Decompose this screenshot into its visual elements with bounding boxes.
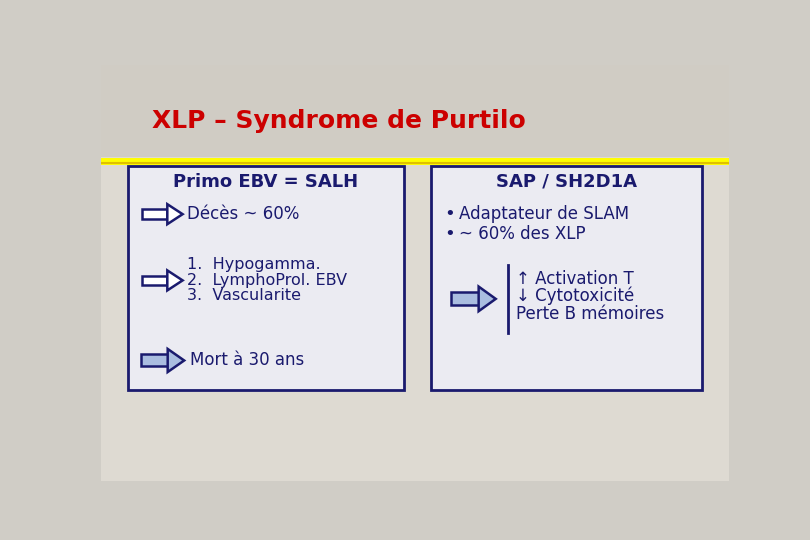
FancyBboxPatch shape: [143, 275, 168, 285]
Text: 2.  LymphoProl. EBV: 2. LymphoProl. EBV: [187, 273, 347, 288]
FancyBboxPatch shape: [101, 65, 729, 481]
FancyBboxPatch shape: [143, 210, 168, 219]
Text: SAP / SH2D1A: SAP / SH2D1A: [496, 173, 637, 191]
Text: Perte B mémoires: Perte B mémoires: [516, 305, 664, 323]
Text: Primo EBV = SALH: Primo EBV = SALH: [173, 173, 359, 191]
Text: ↑ Activation T: ↑ Activation T: [516, 270, 633, 288]
Polygon shape: [168, 349, 184, 372]
FancyBboxPatch shape: [431, 166, 702, 390]
Text: ↓ Cytotoxicité: ↓ Cytotoxicité: [516, 287, 634, 305]
Text: •: •: [445, 225, 455, 243]
Text: Adaptateur de SLAM: Adaptateur de SLAM: [458, 205, 629, 223]
Text: ~ 60% des XLP: ~ 60% des XLP: [458, 225, 585, 243]
Text: 3.  Vascularite: 3. Vascularite: [187, 288, 301, 303]
Polygon shape: [168, 204, 182, 224]
Text: Mort à 30 ans: Mort à 30 ans: [190, 352, 305, 369]
FancyBboxPatch shape: [141, 354, 168, 367]
Text: Décès ~ 60%: Décès ~ 60%: [187, 205, 300, 223]
Polygon shape: [479, 287, 496, 311]
Text: XLP – Syndrome de Purtilo: XLP – Syndrome de Purtilo: [151, 109, 526, 133]
Text: 1.  Hypogamma.: 1. Hypogamma.: [187, 258, 321, 273]
FancyBboxPatch shape: [128, 166, 403, 390]
FancyBboxPatch shape: [451, 293, 479, 305]
Text: •: •: [445, 205, 455, 223]
FancyBboxPatch shape: [101, 65, 729, 157]
Polygon shape: [168, 271, 182, 291]
